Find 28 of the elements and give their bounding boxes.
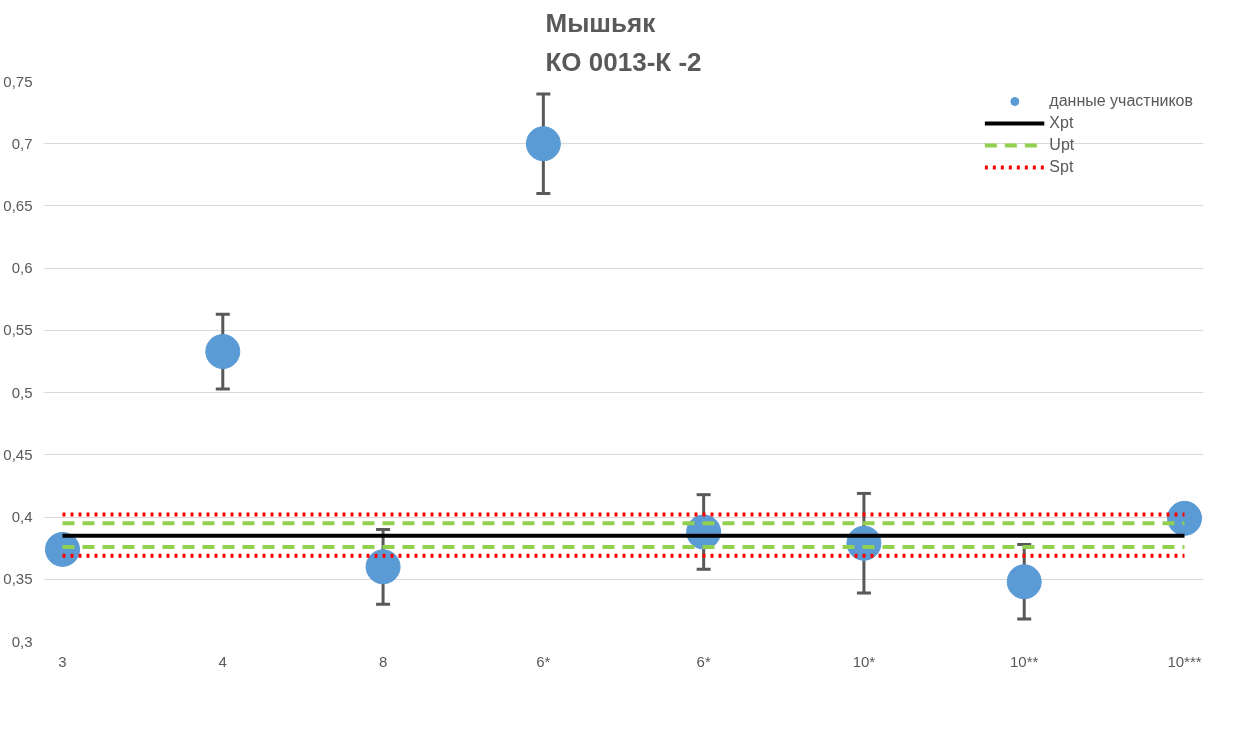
point bbox=[1167, 500, 1202, 536]
x-tick-label: 6* bbox=[696, 652, 711, 670]
point bbox=[365, 549, 401, 585]
y-tick-label: 0,5 bbox=[11, 383, 33, 401]
point bbox=[525, 126, 561, 162]
x-tick-label: 10* bbox=[852, 652, 876, 670]
point bbox=[1006, 564, 1042, 600]
legend-label: Upt bbox=[1049, 136, 1075, 154]
legend-label: данные участников bbox=[1049, 92, 1193, 110]
x-tick-label: 4 bbox=[218, 652, 227, 670]
x-tick-label: 3 bbox=[58, 652, 67, 670]
y-tick-label: 0,6 bbox=[11, 259, 33, 277]
y-tick-label: 0,45 bbox=[3, 445, 33, 463]
legend-label: Xpt bbox=[1049, 114, 1074, 132]
y-tick-label: 0,75 bbox=[3, 72, 33, 90]
y-tick-label: 0,7 bbox=[11, 134, 33, 152]
legend-label: Spt bbox=[1049, 158, 1074, 176]
chart-title: Мышьяк КО 0013-К -2 bbox=[545, 7, 702, 77]
y-tick-label: 0,3 bbox=[11, 632, 33, 650]
x-tick-label: 6* bbox=[536, 652, 551, 670]
y-tick-label: 0,4 bbox=[11, 508, 33, 526]
point bbox=[205, 334, 241, 370]
y-tick-label: 0,55 bbox=[3, 321, 33, 339]
y-tick-label: 0,35 bbox=[3, 570, 33, 588]
x-tick-label: 10** bbox=[1010, 652, 1039, 670]
x-tick-label: 8 bbox=[378, 652, 388, 670]
x-tick-label: 10*** bbox=[1167, 652, 1202, 670]
y-tick-label: 0,65 bbox=[3, 196, 33, 214]
